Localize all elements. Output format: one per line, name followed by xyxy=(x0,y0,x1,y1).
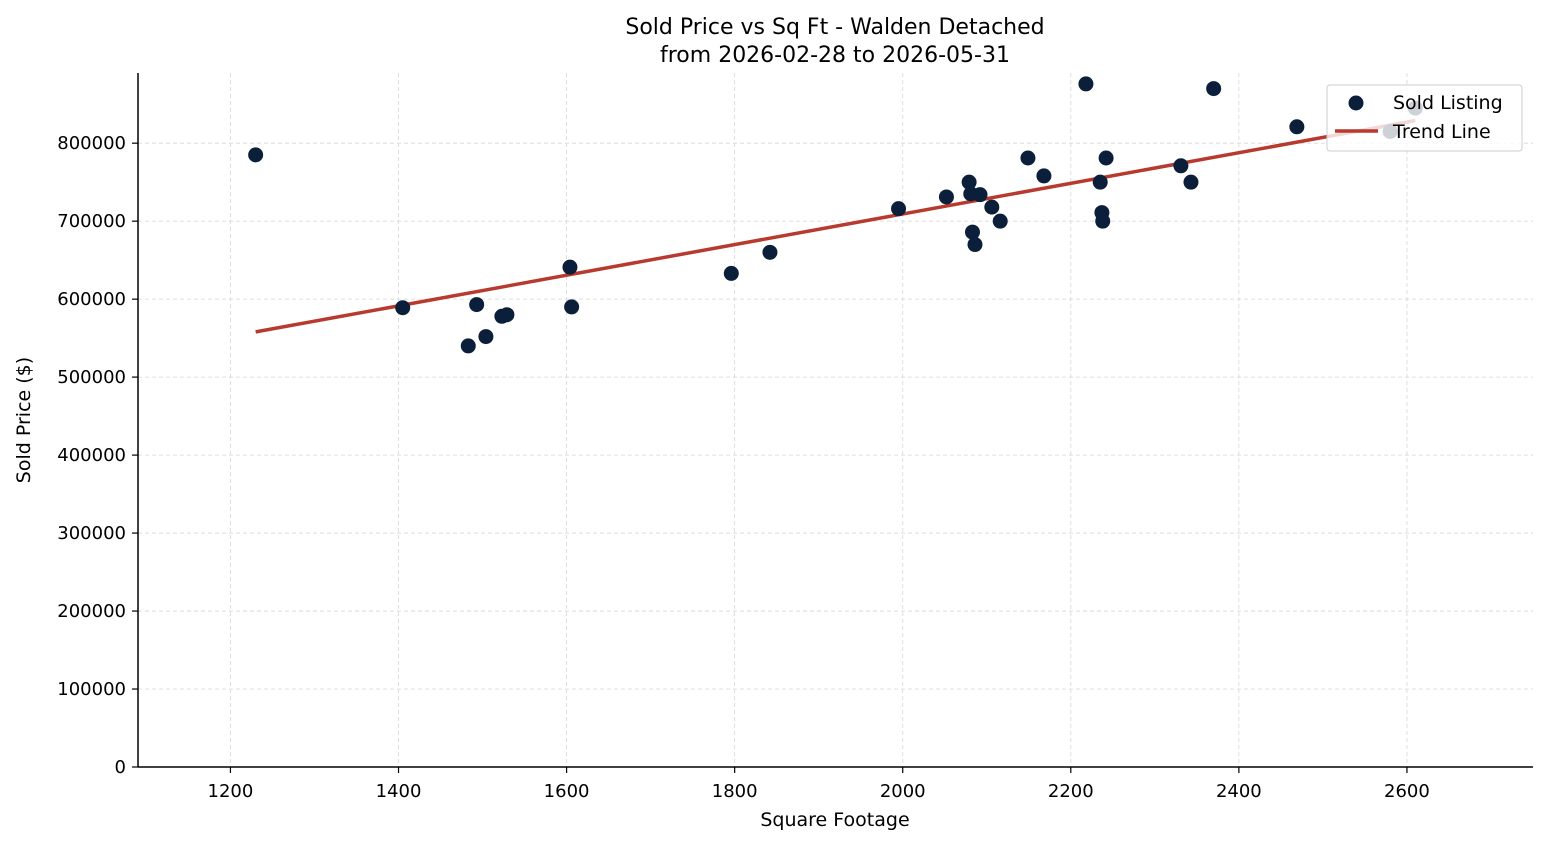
data-point xyxy=(891,201,907,217)
y-tick-label: 600000 xyxy=(57,289,126,310)
data-point xyxy=(395,300,411,316)
data-point xyxy=(564,299,580,315)
data-point xyxy=(984,199,1000,215)
x-tick-label: 2400 xyxy=(1216,781,1262,802)
trend-line-layer xyxy=(255,118,1416,334)
x-tick-label: 2200 xyxy=(1048,781,1094,802)
data-point xyxy=(723,265,739,281)
x-tick-label: 1600 xyxy=(544,781,590,802)
data-point xyxy=(1095,213,1111,229)
x-tick-label: 1800 xyxy=(712,781,758,802)
x-tick-label: 1200 xyxy=(208,781,254,802)
y-tick-label: 300000 xyxy=(57,523,126,544)
trend-line xyxy=(255,118,1416,334)
y-tick-label: 800000 xyxy=(57,133,126,154)
chart-title: Sold Price vs Sq Ft - Walden Detached xyxy=(625,15,1044,40)
data-point xyxy=(762,244,778,260)
y-tick-label: 200000 xyxy=(57,601,126,622)
x-tick-label: 2000 xyxy=(880,781,926,802)
grid-lines xyxy=(138,73,1533,768)
y-ticks: 0 100000 200000 300000 400000 500000 600000 700… xyxy=(57,133,138,778)
data-point xyxy=(1092,174,1108,190)
legend: Sold Listing Trend Line xyxy=(1326,84,1523,152)
data-point xyxy=(1020,150,1036,166)
y-tick-label: 100000 xyxy=(57,679,126,700)
data-point xyxy=(469,297,485,313)
data-point xyxy=(972,187,988,203)
y-tick-label: 700000 xyxy=(57,211,126,232)
data-point xyxy=(248,147,264,163)
data-points xyxy=(248,76,1423,354)
data-point xyxy=(1289,119,1305,135)
chart-subtitle: from 2026-02-28 to 2026-05-31 xyxy=(660,43,1010,68)
legend-label-trend-line: Trend Line xyxy=(1392,121,1491,143)
data-point xyxy=(967,237,983,253)
data-point xyxy=(1078,76,1094,92)
x-axis-label: Square Footage xyxy=(760,809,909,831)
data-point xyxy=(1183,174,1199,190)
data-point xyxy=(562,259,578,275)
data-point xyxy=(478,329,494,345)
y-tick-label: 500000 xyxy=(57,367,126,388)
data-point xyxy=(1098,150,1114,166)
data-point xyxy=(1036,168,1052,184)
x-tick-label: 1400 xyxy=(376,781,422,802)
x-ticks: 1200 1400 1600 1800 2000 2200 2400 2600 xyxy=(208,767,1430,802)
y-axis-label: Sold Price ($) xyxy=(13,357,35,483)
data-point xyxy=(992,213,1008,229)
data-point xyxy=(938,189,954,205)
data-point xyxy=(964,224,980,240)
x-tick-label: 2600 xyxy=(1384,781,1430,802)
legend-marker-sold-listing xyxy=(1348,95,1364,111)
y-tick-label: 400000 xyxy=(57,445,126,466)
data-point xyxy=(1206,81,1222,97)
legend-label-sold-listing: Sold Listing xyxy=(1393,92,1503,114)
legend-frame xyxy=(1326,84,1523,152)
data-point xyxy=(499,307,515,323)
data-point xyxy=(961,174,977,190)
axes xyxy=(137,73,1533,768)
data-point xyxy=(1173,158,1189,174)
y-tick-label: 0 xyxy=(115,757,126,778)
data-point xyxy=(460,338,476,354)
